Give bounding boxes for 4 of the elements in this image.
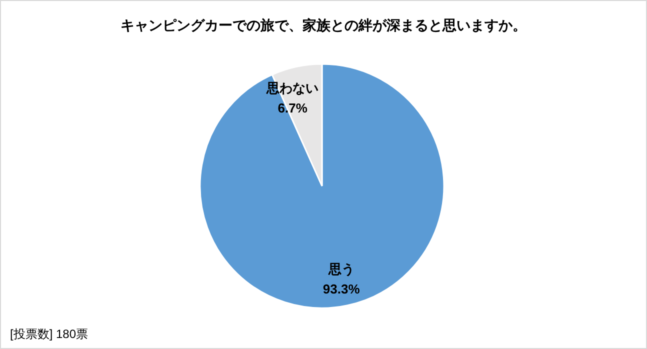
slice-label: 思う [327,262,354,277]
text: [投票数] 180票 [10,327,88,341]
title: キャンピングカーでの旅で、家族との絆が深まると思いますか。 [120,17,526,33]
data-label: 93.3% [322,282,360,297]
